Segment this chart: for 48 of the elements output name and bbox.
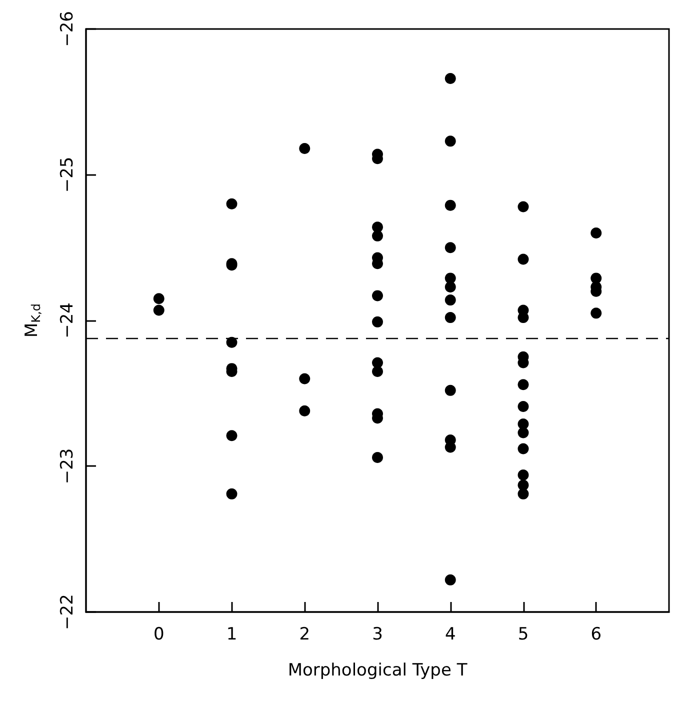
point (518, 379, 529, 390)
point (518, 400, 529, 412)
x-tick-label: 3 (372, 624, 383, 644)
point (372, 230, 383, 242)
y-tick-label: −24 (58, 302, 78, 338)
point (444, 281, 456, 292)
y-tick-label: −26 (58, 10, 78, 47)
point (590, 308, 602, 319)
point (372, 316, 383, 328)
point (226, 488, 238, 500)
y-tick-label: −25 (58, 156, 78, 193)
point (372, 452, 383, 463)
point (444, 384, 456, 396)
point (299, 142, 310, 154)
point (518, 488, 529, 500)
point (299, 373, 310, 384)
point (518, 443, 529, 454)
point (444, 73, 456, 84)
x-tick-label: 0 (153, 624, 164, 644)
point (444, 312, 456, 324)
point (444, 242, 456, 254)
x-tick-label: 4 (444, 624, 456, 644)
point (444, 200, 456, 211)
y-tick-label: −22 (58, 594, 78, 630)
point (226, 198, 238, 210)
point (299, 405, 310, 416)
y-tick-label: −23 (58, 448, 78, 484)
point (226, 430, 238, 442)
point (444, 136, 456, 147)
point (590, 228, 602, 239)
point (444, 294, 456, 306)
point (372, 290, 383, 302)
x-tick-label: 1 (226, 624, 238, 644)
point (444, 574, 456, 586)
x-tick-label: 2 (299, 624, 310, 644)
point (372, 366, 383, 377)
point (518, 201, 529, 212)
point (226, 336, 238, 348)
x-tick-label: 5 (518, 624, 529, 644)
x-tick-label: 6 (590, 624, 602, 644)
point (518, 427, 529, 438)
point (518, 254, 529, 265)
point (518, 312, 529, 324)
point (153, 293, 164, 304)
x-axis-title: Morphological Type T (288, 660, 468, 680)
y-axis-title: MK,d (22, 303, 43, 338)
point (153, 304, 164, 316)
point (518, 469, 529, 480)
